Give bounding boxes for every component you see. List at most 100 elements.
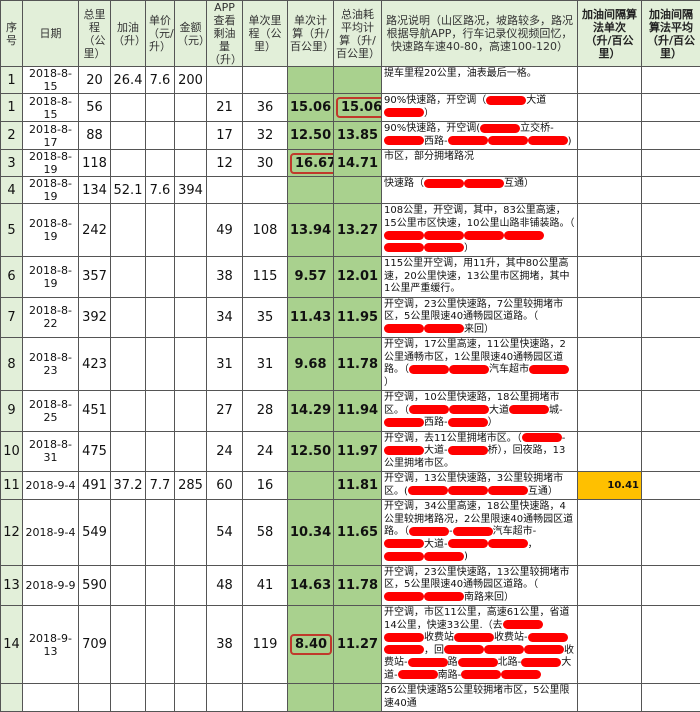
interval-single-cell[interactable] [578,150,642,177]
column-header[interactable]: 加油（升） [111,1,146,67]
interval-average-cell[interactable] [642,150,700,177]
interval-average-cell[interactable] [642,684,700,712]
row-number[interactable]: 5 [1,204,23,257]
single-consumption-cell[interactable]: 8.40 [288,606,334,684]
average-consumption-cell[interactable]: 11.27 [334,606,382,684]
app-remaining-fuel-cell[interactable] [207,177,243,204]
average-consumption-cell[interactable]: 11.65 [334,500,382,566]
road-condition-cell[interactable]: 开空调，13公里快速路，3公里较拥堵市区。(互通） [382,472,578,500]
road-condition-cell[interactable]: 开空调，23公里快速路，7公里较拥堵市区，5公里限速40通畅园区道路。（来回） [382,297,578,338]
interval-single-cell[interactable] [578,500,642,566]
trip-mileage-cell[interactable]: 31 [243,338,288,391]
row-number[interactable]: 13 [1,565,23,606]
single-consumption-cell[interactable]: 11.43 [288,297,334,338]
row-number[interactable]: 2 [1,122,23,150]
total-mileage-cell[interactable]: 134 [79,177,111,204]
app-remaining-fuel-cell[interactable]: 54 [207,500,243,566]
unit-price-cell[interactable] [146,565,175,606]
unit-price-cell[interactable]: 7.6 [146,177,175,204]
unit-price-cell[interactable] [146,391,175,432]
interval-average-cell[interactable] [642,297,700,338]
single-consumption-cell[interactable]: 13.94 [288,204,334,257]
app-remaining-fuel-cell[interactable] [207,67,243,94]
fuel-added-cell[interactable] [111,684,146,712]
app-remaining-fuel-cell[interactable]: 34 [207,297,243,338]
date-cell[interactable]: 2018-8-17 [23,122,79,150]
app-remaining-fuel-cell[interactable]: 12 [207,150,243,177]
interval-single-cell[interactable] [578,257,642,298]
unit-price-cell[interactable] [146,338,175,391]
date-cell[interactable]: 2018-8-19 [23,257,79,298]
fuel-added-cell[interactable]: 52.1 [111,177,146,204]
road-condition-cell[interactable]: 市区，部分拥堵路况 [382,150,578,177]
app-remaining-fuel-cell[interactable]: 27 [207,391,243,432]
total-mileage-cell[interactable]: 118 [79,150,111,177]
single-consumption-cell[interactable]: 14.63 [288,565,334,606]
date-cell[interactable]: 2018-8-19 [23,177,79,204]
single-consumption-cell[interactable] [288,684,334,712]
interval-single-cell[interactable] [578,297,642,338]
column-header[interactable]: 日期 [23,1,79,67]
average-consumption-cell[interactable]: 11.78 [334,338,382,391]
interval-single-cell[interactable] [578,204,642,257]
interval-single-cell[interactable] [578,606,642,684]
single-consumption-cell[interactable]: 10.34 [288,500,334,566]
column-header[interactable]: 单价（元/升） [146,1,175,67]
fuel-added-cell[interactable] [111,257,146,298]
column-header[interactable]: 总里程（公里） [79,1,111,67]
fuel-added-cell[interactable] [111,94,146,122]
average-consumption-cell[interactable]: 12.01 [334,257,382,298]
road-condition-cell[interactable]: 90%快速路，开空调(立交桥-西路-) [382,122,578,150]
column-header[interactable]: APP查看剩油量（升） [207,1,243,67]
column-header[interactable]: 总油耗平均计算（升/百公里） [334,1,382,67]
interval-single-cell[interactable] [578,338,642,391]
fuel-added-cell[interactable] [111,122,146,150]
interval-single-cell[interactable] [578,177,642,204]
trip-mileage-cell[interactable]: 58 [243,500,288,566]
row-number[interactable]: 11 [1,472,23,500]
app-remaining-fuel-cell[interactable]: 38 [207,257,243,298]
interval-average-cell[interactable] [642,204,700,257]
amount-cell[interactable]: 285 [175,472,207,500]
single-consumption-cell[interactable]: 12.50 [288,431,334,472]
amount-cell[interactable] [175,122,207,150]
interval-average-cell[interactable] [642,500,700,566]
average-consumption-cell[interactable] [334,67,382,94]
app-remaining-fuel-cell[interactable]: 24 [207,431,243,472]
interval-average-cell[interactable] [642,67,700,94]
app-remaining-fuel-cell[interactable]: 48 [207,565,243,606]
amount-cell[interactable] [175,204,207,257]
app-remaining-fuel-cell[interactable]: 17 [207,122,243,150]
average-consumption-cell[interactable] [334,177,382,204]
road-condition-cell[interactable]: 115公里开空调，用11升，其中80公里高速，20公里快速，13公里市区拥堵，其… [382,257,578,298]
amount-cell[interactable] [175,94,207,122]
road-condition-cell[interactable]: 26公里快速路5公里较拥堵市区，5公里限速40通 [382,684,578,712]
unit-price-cell[interactable] [146,431,175,472]
amount-cell[interactable] [175,150,207,177]
trip-mileage-cell[interactable]: 108 [243,204,288,257]
column-header[interactable]: 路况说明（山区路况，坡路较多，路况根据导航APP，行车记录仪视频回忆，快速路车速… [382,1,578,67]
row-number[interactable]: 1 [1,67,23,94]
amount-cell[interactable] [175,684,207,712]
fuel-added-cell[interactable] [111,297,146,338]
interval-average-cell[interactable] [642,431,700,472]
date-cell[interactable]: 2018-8-19 [23,204,79,257]
row-number[interactable]: 12 [1,500,23,566]
fuel-added-cell[interactable] [111,500,146,566]
total-mileage-cell[interactable]: 590 [79,565,111,606]
total-mileage-cell[interactable]: 392 [79,297,111,338]
fuel-added-cell[interactable] [111,204,146,257]
unit-price-cell[interactable] [146,122,175,150]
road-condition-cell[interactable]: 90%快速路，开空调（大道） [382,94,578,122]
road-condition-cell[interactable]: 开空调，去11公里拥堵市区。（-大道-桥），回夜路，13公里拥堵市区。 [382,431,578,472]
total-mileage-cell[interactable] [79,684,111,712]
interval-average-cell[interactable] [642,122,700,150]
unit-price-cell[interactable]: 7.6 [146,67,175,94]
unit-price-cell[interactable] [146,500,175,566]
date-cell[interactable]: 2018-9-4 [23,472,79,500]
date-cell[interactable]: 2018-8-25 [23,391,79,432]
total-mileage-cell[interactable]: 20 [79,67,111,94]
interval-average-cell[interactable] [642,177,700,204]
interval-single-cell[interactable] [578,122,642,150]
amount-cell[interactable] [175,606,207,684]
